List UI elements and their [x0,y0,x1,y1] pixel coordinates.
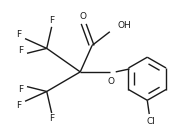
Text: O: O [107,77,114,86]
Text: F: F [19,85,24,94]
Text: OH: OH [118,21,132,30]
Text: F: F [16,101,22,110]
Text: Cl: Cl [147,117,156,126]
Text: F: F [19,46,24,55]
Text: F: F [16,30,22,39]
Text: O: O [80,12,87,21]
Text: F: F [49,114,54,123]
Text: F: F [49,16,54,25]
